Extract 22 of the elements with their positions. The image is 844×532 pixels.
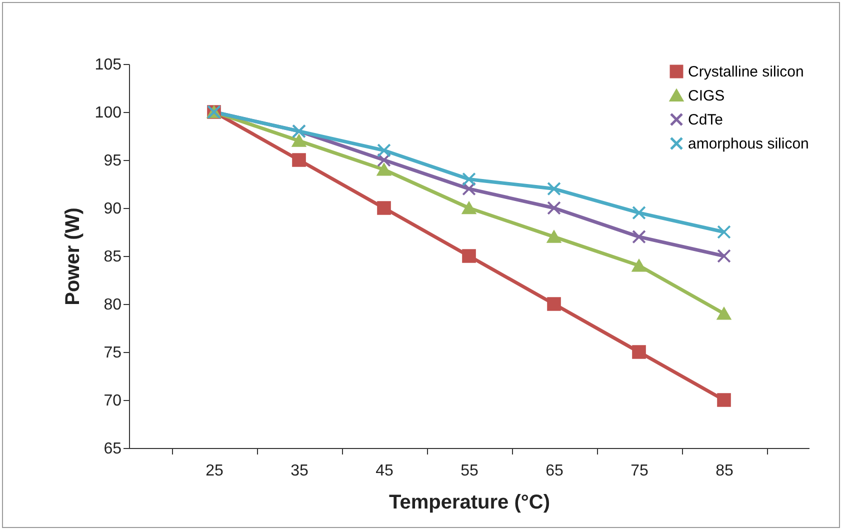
y-tick-label: 75 [104, 344, 122, 362]
x-tick-label: 45 [376, 462, 394, 480]
legend-label: CIGS [688, 88, 725, 104]
y-axis-title: Power (W) [62, 208, 84, 306]
legend-label: CdTe [688, 112, 724, 128]
y-tick-label: 85 [104, 248, 122, 266]
x-tick-label: 85 [716, 462, 734, 480]
y-tick-label: 65 [104, 440, 122, 458]
legend-label: amorphous silicon [688, 136, 809, 152]
x-tick-label: 25 [206, 462, 224, 480]
y-tick-label: 80 [104, 296, 122, 314]
x-axis-title: Temperature (°C) [389, 492, 550, 514]
x-tick-label: 75 [630, 462, 648, 480]
x-tick-label: 55 [460, 462, 478, 480]
y-tick-label: 70 [104, 392, 122, 410]
x-tick-label: 35 [290, 462, 308, 480]
y-tick-label: 105 [94, 56, 122, 74]
y-tick-label: 95 [104, 152, 122, 170]
x-tick-label: 65 [546, 462, 564, 480]
legend-label: Crystalline silicon [688, 64, 804, 80]
y-tick-label: 90 [104, 200, 122, 218]
y-tick-label: 100 [94, 104, 122, 122]
